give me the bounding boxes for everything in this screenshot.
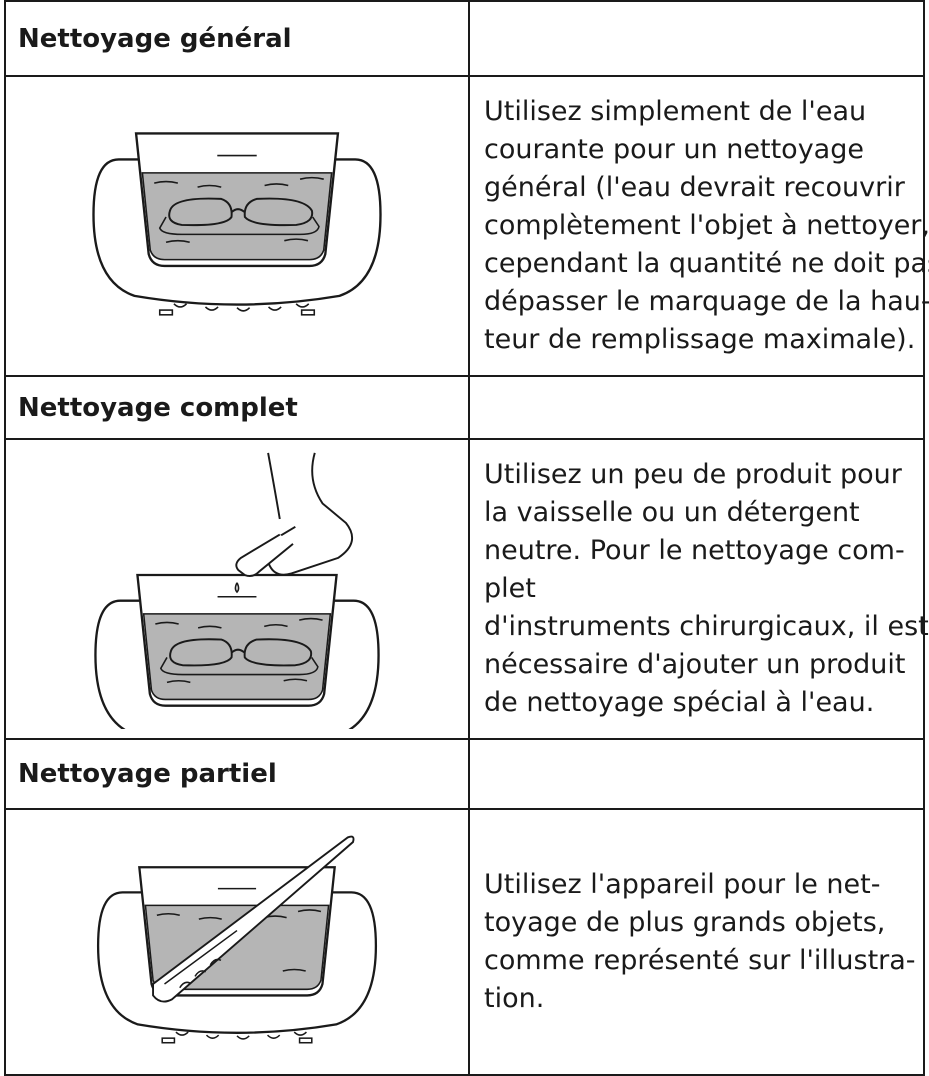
heading-row: Nettoyage partiel bbox=[4, 738, 925, 810]
empty-cell bbox=[468, 738, 925, 810]
text-line: Utilisez simplement de l'eau bbox=[484, 96, 867, 127]
heading: Nettoyage général bbox=[4, 0, 470, 77]
text-line: Utilisez l'appareil pour le net- bbox=[484, 869, 881, 900]
heading: Nettoyage partiel bbox=[4, 738, 470, 810]
content-row: Utilisez l'appareil pour le net-toyage d… bbox=[4, 808, 925, 1076]
cleaning-table: Nettoyage général Utilisez simplement de… bbox=[4, 0, 929, 1076]
empty-cell bbox=[468, 375, 925, 440]
text-line: Utilisez un peu de produit pour bbox=[484, 459, 902, 490]
illustration-cell bbox=[4, 808, 470, 1076]
text-line: dépasser le marquage de la hau- bbox=[484, 286, 929, 317]
heading-row: Nettoyage complet bbox=[4, 375, 925, 440]
text-line: nécessaire d'ajouter un produit bbox=[484, 649, 906, 680]
text-line: neutre. Pour le nettoyage com- bbox=[484, 535, 905, 566]
text-line: teur de remplissage maximale). bbox=[484, 324, 916, 355]
description: Utilisez un peu de produit pour la vaisse… bbox=[468, 438, 929, 740]
illustration bbox=[87, 452, 387, 729]
text-line: toyage de plus grands objets, bbox=[484, 907, 886, 938]
illustration bbox=[87, 124, 387, 329]
text-line: courante pour un nettoyage bbox=[484, 134, 864, 165]
description: Utilisez l'appareil pour le net-toyage d… bbox=[468, 808, 925, 1076]
text-line: complètement l'objet à nettoyer, bbox=[484, 210, 929, 241]
content-row: Utilisez simplement de l'eau courante pou… bbox=[4, 75, 929, 377]
text-line: comme représenté sur l'illustra- bbox=[484, 945, 916, 976]
text-line: de nettoyage spécial à l'eau. bbox=[484, 687, 875, 718]
heading: Nettoyage complet bbox=[4, 375, 470, 440]
illustration bbox=[92, 835, 382, 1057]
text-line: d'instruments chirurgicaux, il est bbox=[484, 611, 929, 642]
illustration-cell bbox=[4, 438, 470, 740]
content-row: Utilisez un peu de produit pour la vaisse… bbox=[4, 438, 929, 740]
illustration-cell bbox=[4, 75, 470, 377]
text-line: général (l'eau devrait recouvrir bbox=[484, 172, 905, 203]
text-line: la vaisselle ou un détergent bbox=[484, 497, 860, 528]
description: Utilisez simplement de l'eau courante pou… bbox=[468, 75, 929, 377]
text-line: plet bbox=[484, 573, 536, 604]
text-line: tion. bbox=[484, 983, 545, 1014]
heading-row: Nettoyage général bbox=[4, 0, 925, 77]
empty-cell bbox=[468, 0, 925, 77]
text-line: cependant la quantité ne doit pas bbox=[484, 248, 929, 279]
